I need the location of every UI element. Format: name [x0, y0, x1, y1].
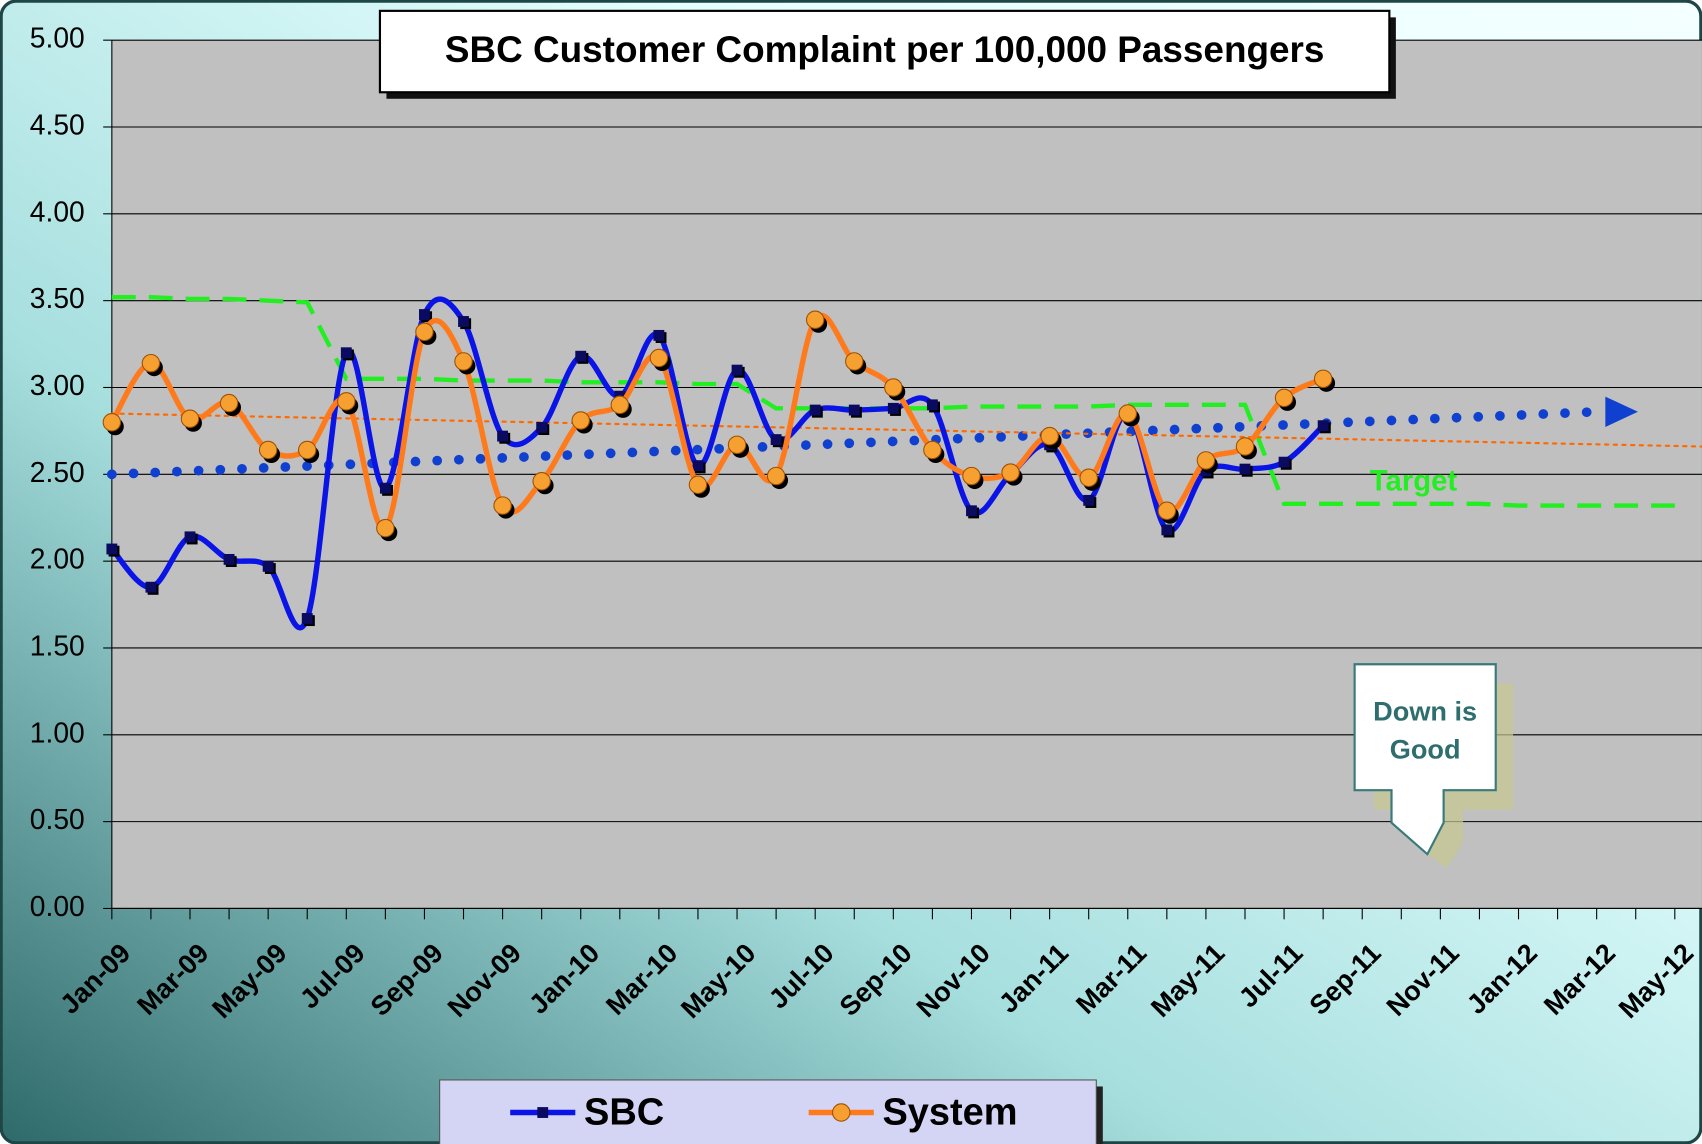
marker — [1083, 494, 1095, 506]
marker — [692, 460, 704, 472]
y-tick-label: 4.00 — [30, 195, 85, 227]
marker — [1274, 388, 1294, 408]
marker — [454, 352, 473, 371]
y-tick-label: 0.00 — [30, 890, 85, 922]
marker — [575, 350, 587, 362]
legend-label: SBC — [584, 1092, 664, 1134]
annotation-text: Down is — [1373, 695, 1477, 726]
marker — [219, 393, 239, 413]
trend-line — [106, 406, 1602, 480]
marker — [1235, 437, 1255, 456]
marker — [1239, 463, 1251, 475]
marker — [262, 560, 274, 572]
y-tick-label: 5.00 — [30, 22, 85, 54]
y-tick-label: 3.50 — [30, 282, 85, 314]
marker — [887, 402, 899, 414]
marker — [923, 440, 942, 460]
title-box — [378, 9, 1391, 94]
marker — [884, 378, 903, 397]
down-arrow — [1353, 663, 1497, 856]
marker — [184, 531, 196, 543]
marker — [145, 581, 157, 593]
marker — [536, 421, 548, 433]
marker — [532, 472, 551, 491]
marker — [141, 353, 161, 373]
marker — [415, 322, 434, 342]
marker — [258, 440, 278, 460]
marker — [1278, 456, 1290, 468]
marker — [766, 466, 786, 486]
marker — [497, 430, 509, 442]
marker — [1317, 420, 1329, 432]
y-tick-label: 2.00 — [30, 543, 85, 575]
y-tick-label: 1.50 — [30, 629, 85, 661]
annotation-text: Good — [1390, 733, 1461, 764]
target-label: Target — [1370, 465, 1458, 498]
marker — [653, 329, 665, 341]
marker — [223, 553, 235, 565]
marker — [1161, 524, 1173, 536]
chart-title: SBC Customer Complaint per 100,000 Passe… — [445, 29, 1325, 70]
marker — [731, 364, 743, 376]
marker — [301, 613, 313, 624]
marker — [610, 395, 630, 415]
marker — [376, 518, 395, 538]
marker — [688, 475, 708, 494]
marker — [493, 496, 512, 515]
marker — [1313, 369, 1333, 389]
marker — [649, 348, 669, 368]
y-tick-label: 4.50 — [30, 108, 85, 140]
marker — [379, 482, 391, 494]
marker — [926, 399, 938, 411]
marker — [848, 404, 860, 416]
marker — [458, 316, 469, 327]
annotation: Down is Good — [1353, 663, 1514, 869]
legend-marker — [832, 1103, 851, 1122]
y-tick-label: 1.00 — [30, 716, 85, 748]
marker — [962, 466, 981, 486]
marker — [805, 310, 825, 329]
marker — [1001, 463, 1020, 482]
marker — [419, 309, 430, 320]
marker — [1079, 468, 1098, 488]
marker — [180, 409, 200, 428]
marker — [966, 505, 977, 517]
legend-label: System — [882, 1092, 1017, 1134]
marker — [809, 404, 821, 416]
marker — [845, 352, 864, 371]
marker — [1196, 451, 1216, 470]
marker — [106, 543, 118, 555]
trend-arrow — [1605, 396, 1638, 427]
y-tick-label: 2.50 — [30, 456, 85, 488]
marker — [1157, 501, 1177, 521]
y-tick-label: 0.50 — [30, 803, 85, 835]
marker — [770, 434, 782, 446]
marker — [340, 347, 352, 359]
series-line — [109, 296, 1326, 631]
marker — [727, 435, 747, 455]
marker — [571, 411, 590, 430]
y-tick-label: 3.00 — [30, 369, 85, 401]
legend-marker — [537, 1107, 549, 1118]
marker — [297, 440, 317, 460]
marker — [337, 392, 356, 411]
marker — [1040, 426, 1059, 446]
marker — [1118, 404, 1137, 423]
marker — [102, 412, 122, 432]
